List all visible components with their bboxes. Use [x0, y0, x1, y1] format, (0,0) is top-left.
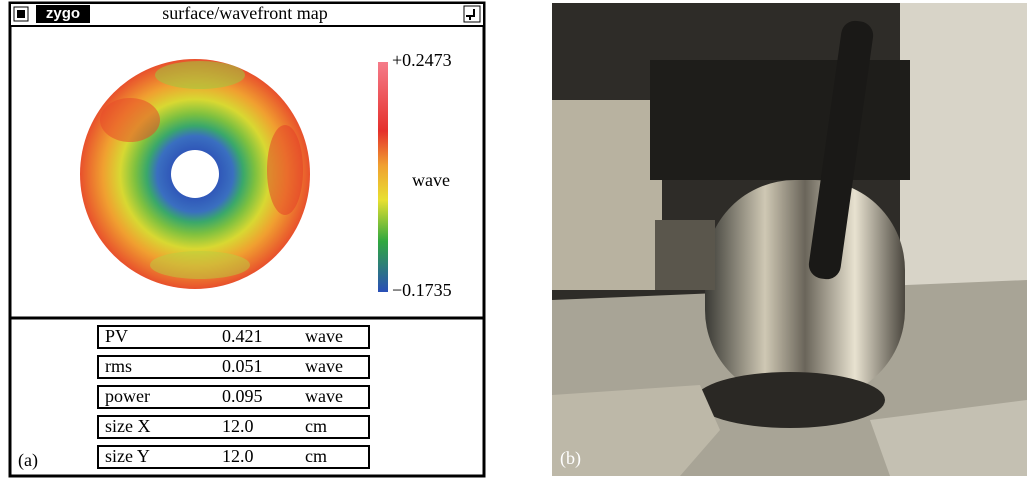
map-region: [155, 61, 245, 89]
photo-spindle: [655, 220, 715, 290]
row-unit: cm: [305, 416, 327, 436]
panel-a: zygo surface/wavefront map +0.2473 wave …: [10, 3, 484, 476]
row-label: power: [105, 386, 150, 406]
resize-button[interactable]: [464, 6, 480, 22]
figure: zygo surface/wavefront map +0.2473 wave …: [0, 0, 1029, 478]
page: zygo surface/wavefront map +0.2473 wave …: [0, 0, 1029, 478]
photo-workpiece: [695, 372, 885, 428]
row-unit: wave: [305, 356, 343, 376]
results-table: PV 0.421 wave rms 0.051 wave power 0.095 wave siz…: [98, 326, 369, 468]
row-label: PV: [105, 326, 128, 346]
row-label: size Y: [105, 446, 150, 466]
photo-housing: [650, 60, 910, 180]
row-unit: wave: [305, 386, 343, 406]
colorbar: [378, 62, 388, 292]
close-icon: [17, 10, 25, 18]
row-value: 0.421: [222, 326, 263, 346]
row-value: 0.095: [222, 386, 263, 406]
panel-label: (a): [18, 450, 38, 471]
colorbar-max: +0.2473: [392, 50, 452, 70]
row-label: rms: [105, 356, 132, 376]
panel-b: (b): [552, 3, 1027, 476]
photo-drum: [705, 180, 905, 400]
photo-block: [552, 100, 662, 290]
map-region: [100, 98, 160, 142]
row-unit: wave: [305, 326, 343, 346]
map-region: [267, 125, 303, 215]
center-hole: [171, 150, 219, 198]
row-value: 0.051: [222, 356, 263, 376]
panel-label: (b): [560, 448, 581, 469]
row-unit: cm: [305, 446, 327, 466]
photo-wall: [900, 3, 1027, 293]
row-value: 12.0: [222, 446, 254, 466]
row-value: 12.0: [222, 416, 254, 436]
window-title: surface/wavefront map: [162, 3, 327, 23]
map-region: [150, 251, 250, 279]
colorbar-min: −0.1735: [392, 280, 452, 300]
logo: zygo: [46, 5, 80, 22]
colorbar-unit: wave: [412, 170, 450, 190]
row-label: size X: [105, 416, 150, 436]
